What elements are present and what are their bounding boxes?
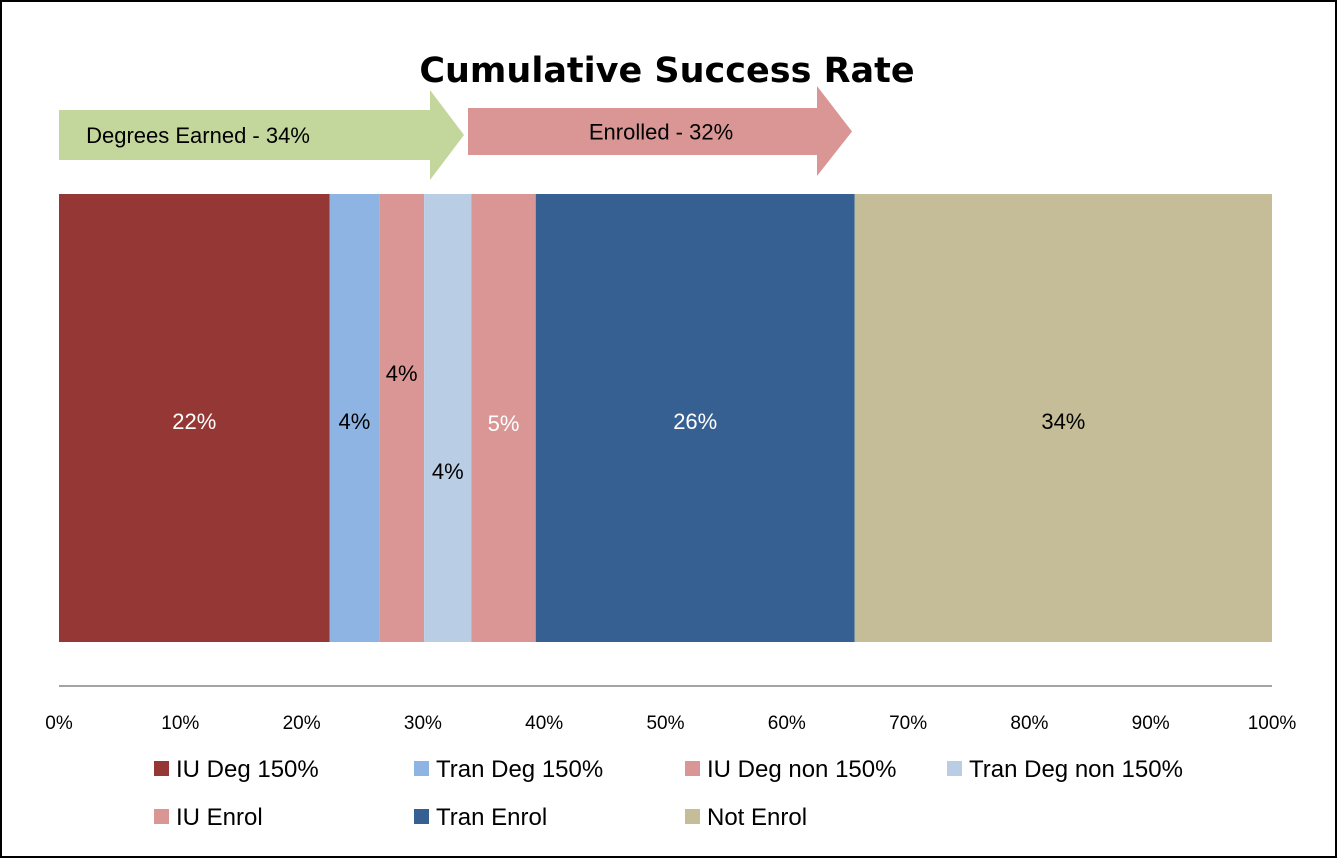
- legend-label: Tran Enrol: [436, 804, 547, 831]
- x-tick-label: 90%: [1132, 713, 1170, 734]
- legend-label: IU Deg 150%: [176, 756, 319, 783]
- legend-swatch: [947, 761, 962, 776]
- bar-segment-label-1: 22%: [172, 409, 216, 434]
- legend-label: IU Deg non 150%: [707, 756, 896, 783]
- annotation-arrows: Degrees Earned - 34% Enrolled - 32%: [59, 86, 852, 180]
- legend-label: Tran Deg non 150%: [969, 756, 1183, 783]
- x-tick-label: 100%: [1248, 713, 1297, 734]
- x-tick-label: 60%: [768, 713, 806, 734]
- annotation-arrow-2: [468, 86, 852, 176]
- stacked-bar: 22% 4% 4% 4% 5% 26% 34%: [59, 194, 1272, 642]
- legend-swatch: [414, 809, 429, 824]
- annotation-arrow-label-1: Degrees Earned - 34%: [86, 123, 310, 148]
- bar-segment-label-7: 34%: [1041, 409, 1085, 434]
- x-tick-label: 30%: [404, 713, 442, 734]
- bar-segment-label-6: 26%: [673, 409, 717, 434]
- legend-swatch: [154, 761, 169, 776]
- chart-title: Cumulative Success Rate: [419, 51, 914, 91]
- legend-label: Not Enrol: [707, 804, 807, 831]
- x-tick-label: 80%: [1010, 713, 1048, 734]
- bar-segment-label-5: 5%: [488, 411, 520, 436]
- legend: IU Deg 150% Tran Deg 150% IU Deg non 150% T…: [154, 756, 1183, 831]
- bar-segment-label-3: 4%: [386, 361, 418, 386]
- bar-segment-label-2: 4%: [338, 409, 370, 434]
- x-tick-label: 40%: [525, 713, 563, 734]
- legend-swatch: [685, 761, 700, 776]
- bar-segment-4: [424, 194, 472, 642]
- x-tick-label: 0%: [45, 713, 73, 734]
- bar-segment-2: [329, 194, 380, 642]
- bar-segment-5: [471, 194, 536, 642]
- legend-label: Tran Deg 150%: [436, 756, 603, 783]
- bar-segment-6: [535, 194, 855, 642]
- bar-segment-1: [59, 194, 330, 642]
- x-tick-label: 20%: [283, 713, 321, 734]
- annotation-arrow-label-2: Enrolled - 32%: [589, 120, 733, 145]
- bar-segment-7: [854, 194, 1272, 642]
- legend-swatch: [685, 809, 700, 824]
- x-tick-label: 10%: [161, 713, 199, 734]
- legend-swatch: [414, 761, 429, 776]
- x-tick-label: 50%: [646, 713, 684, 734]
- x-axis-ticks: 0% 10% 20% 30% 40% 50% 60% 70% 80% 90% 100%: [45, 713, 1296, 734]
- bar-segment-3: [379, 194, 425, 642]
- legend-swatch: [154, 809, 169, 824]
- legend-label: IU Enrol: [176, 804, 263, 831]
- x-tick-label: 70%: [889, 713, 927, 734]
- annotation-arrow-1: [59, 90, 464, 180]
- bar-segment-label-4: 4%: [432, 459, 464, 484]
